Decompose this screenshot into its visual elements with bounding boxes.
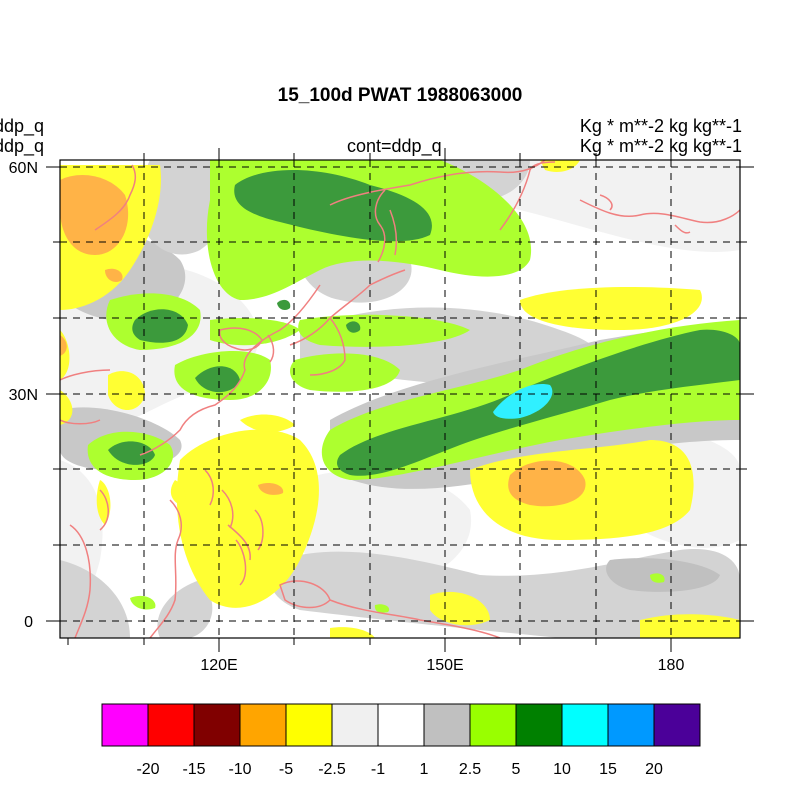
colorbar-swatch xyxy=(377,703,425,747)
left-variable-label-1: ddp_q xyxy=(0,116,45,136)
colorbar-swatch xyxy=(607,703,655,747)
map-title: 15_100d PWAT 1988063000 xyxy=(277,85,523,106)
coastline xyxy=(60,160,740,638)
colorbar-swatch xyxy=(653,703,701,747)
colorbar-swatch xyxy=(423,703,471,747)
colorbar-label: 1 xyxy=(420,761,429,778)
colorbar-swatch xyxy=(469,703,517,747)
colorbar: -20 -15 -10 -5 -2.5 -1 1 2.5 5 10 15 20 xyxy=(101,703,701,778)
filled-contours xyxy=(60,160,740,638)
lon-tick-180: 180 xyxy=(658,657,685,674)
colorbar-label: -10 xyxy=(228,761,251,778)
colorbar-label: 5 xyxy=(512,761,521,778)
lat-tick-60n: 60N xyxy=(9,160,38,177)
units-label-2: Kg * m**-2 kg kg**-1 xyxy=(579,136,742,156)
colorbar-label: -15 xyxy=(182,761,205,778)
units-label-1: Kg * m**-2 kg kg**-1 xyxy=(579,116,742,136)
colorbar-label: -5 xyxy=(279,761,293,778)
colorbar-label: 10 xyxy=(553,761,571,778)
left-variable-label-2: ddp_q xyxy=(0,136,45,156)
colorbar-label: 20 xyxy=(645,761,663,778)
axis-ticks xyxy=(46,148,754,652)
colorbar-label: 2.5 xyxy=(459,761,481,778)
colorbar-label: 15 xyxy=(599,761,617,778)
colorbar-swatch xyxy=(285,703,333,747)
lat-tick-0: 0 xyxy=(24,614,33,631)
colorbar-label: -2.5 xyxy=(318,761,346,778)
colorbar-label: -1 xyxy=(371,761,385,778)
colorbar-label: -20 xyxy=(136,761,159,778)
grid-lines xyxy=(60,160,740,638)
contour-subtitle: cont=ddp_q xyxy=(347,136,442,156)
colorbar-swatch xyxy=(239,703,287,747)
colorbar-swatch xyxy=(193,703,241,747)
lon-tick-150e: 150E xyxy=(426,657,463,674)
colorbar-swatch xyxy=(561,703,609,747)
colorbar-swatch xyxy=(515,703,563,747)
colorbar-swatch xyxy=(331,703,379,747)
lat-tick-30n: 30N xyxy=(9,387,38,404)
colorbar-swatch xyxy=(147,703,195,747)
plot-frame xyxy=(59,159,741,639)
lon-tick-120e: 120E xyxy=(200,657,237,674)
colorbar-swatch xyxy=(101,703,149,747)
